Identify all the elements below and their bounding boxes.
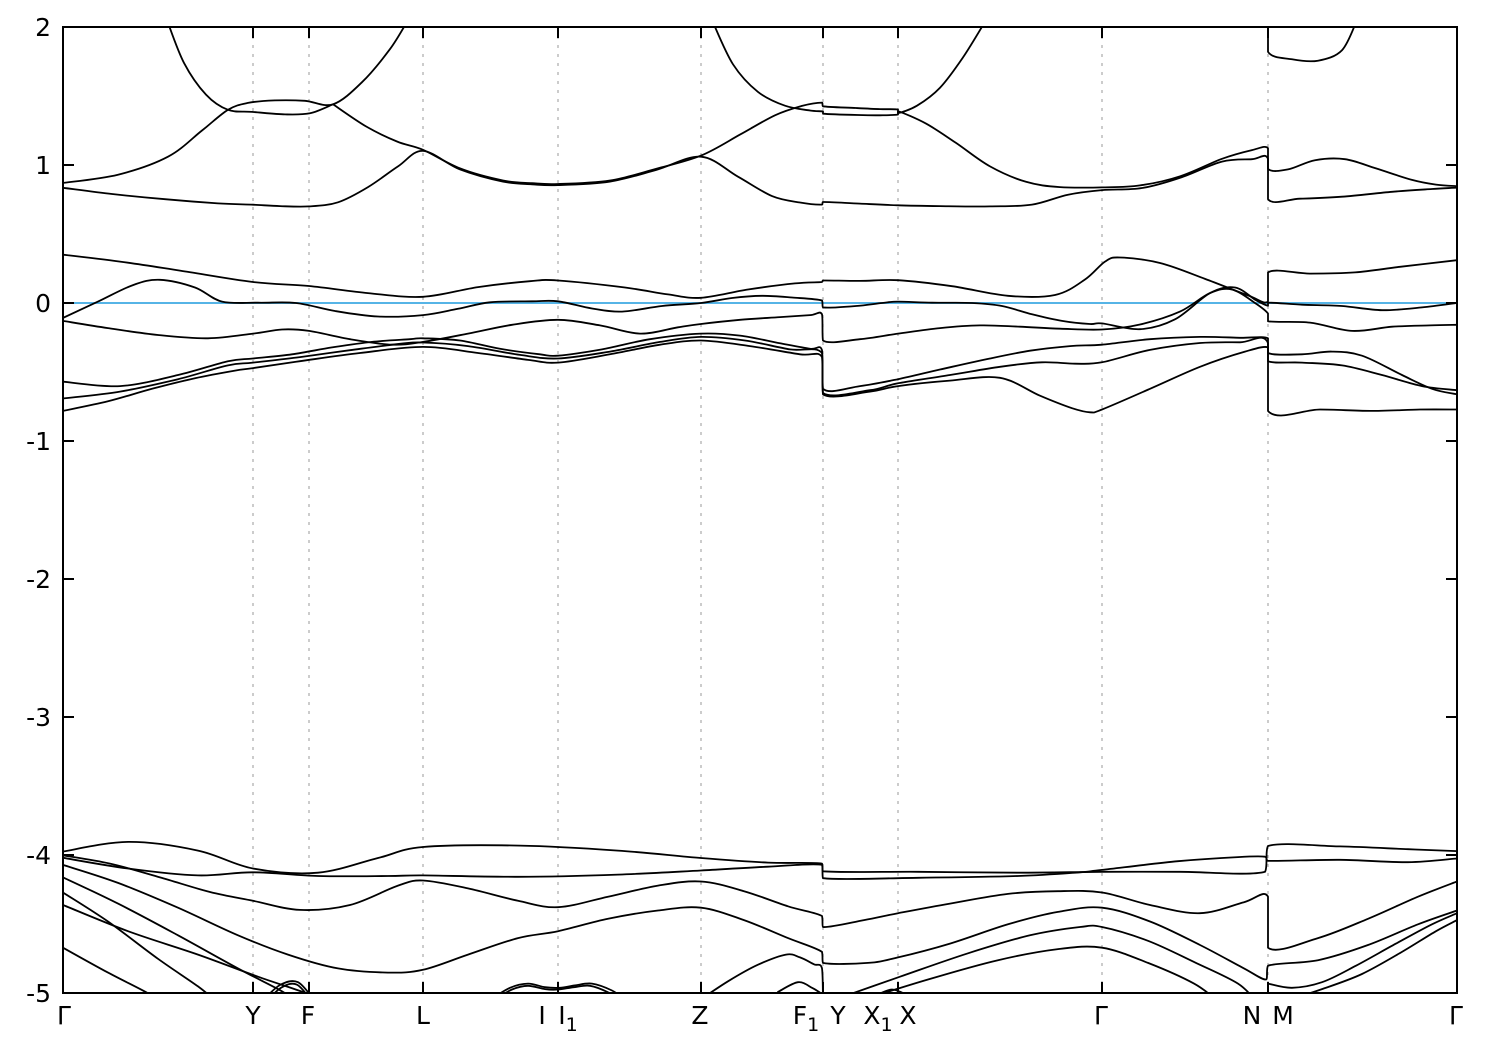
band-val-I-ears-a xyxy=(498,982,618,993)
band-cond-lower xyxy=(63,149,1457,208)
y-tick-label: -1 xyxy=(26,427,51,456)
band-fermi-band-6 xyxy=(63,339,1457,414)
band-fermi-band-5 xyxy=(63,335,1457,417)
band-val-postM-rise-a xyxy=(1267,912,1457,989)
kpoint-label: I xyxy=(538,1001,545,1030)
band-cond-steep-right xyxy=(714,27,1457,189)
band-val-dive-7 xyxy=(63,946,150,993)
band-val-flat-1 xyxy=(63,840,1457,875)
kpoint-labels: Γ Y F L I I1 Z F1 Y X1 X Γ N M Γ xyxy=(57,1001,1463,1036)
kpoint-label: F1 xyxy=(793,1001,819,1036)
kpoint-label: X1 xyxy=(863,1001,892,1036)
band-val-F1-bump xyxy=(777,981,821,993)
band-val-postM-rise-b xyxy=(1307,919,1457,993)
band-cond-steep-left xyxy=(168,27,334,116)
band-val-ZF1-rise xyxy=(708,953,824,993)
band-curves xyxy=(63,27,1457,993)
y-tick-label: -2 xyxy=(26,565,51,594)
y-tick-labels: -5 -4 -3 -2 -1 0 1 2 xyxy=(26,13,51,1008)
y-tick-label: -4 xyxy=(26,841,51,870)
band-val-gamma2-dome-a xyxy=(850,924,1251,993)
band-fermi-band-1 xyxy=(63,253,1457,304)
plot-border xyxy=(62,26,1458,994)
y-tick-label: 0 xyxy=(35,289,51,318)
kpoint-label: Y xyxy=(244,1001,261,1030)
band-val-X-bump xyxy=(878,988,906,993)
tick-marks xyxy=(63,26,1457,994)
kpoint-label: F xyxy=(301,1001,315,1030)
band-fermi-band-2 xyxy=(63,278,1457,331)
band-val-wave-4 xyxy=(63,864,1457,981)
y-tick-label: 1 xyxy=(35,151,51,180)
kpoint-label: N xyxy=(1243,1001,1262,1030)
y-tick-label: -3 xyxy=(26,703,51,732)
band-cond-gamma-lens-top xyxy=(63,27,406,184)
band-val-YF-hill-a xyxy=(268,980,310,993)
kpoint-label: L xyxy=(416,1001,430,1030)
kpoint-label: I1 xyxy=(558,1001,577,1036)
kpoint-label: Γ xyxy=(1094,1001,1108,1030)
y-tick-label: 2 xyxy=(35,13,51,42)
kpoint-label: X xyxy=(899,1001,916,1030)
kpoint-label: Y xyxy=(829,1001,846,1030)
band-cond-top-right-dip xyxy=(1267,27,1356,63)
y-tick-label: -5 xyxy=(26,979,51,1008)
band-val-flat-2 xyxy=(63,855,1457,880)
band-val-gamma2-dome-b xyxy=(881,945,1210,993)
kpoint-label: M xyxy=(1272,1001,1294,1030)
kpoint-label: Z xyxy=(691,1001,708,1030)
band-fermi-band-3 xyxy=(63,287,1457,346)
kpoint-label: Γ xyxy=(57,1001,71,1030)
band-val-dive-8 xyxy=(63,904,308,993)
band-val-wave-3 xyxy=(63,854,1457,951)
kpoint-label: Γ xyxy=(1449,1001,1463,1030)
